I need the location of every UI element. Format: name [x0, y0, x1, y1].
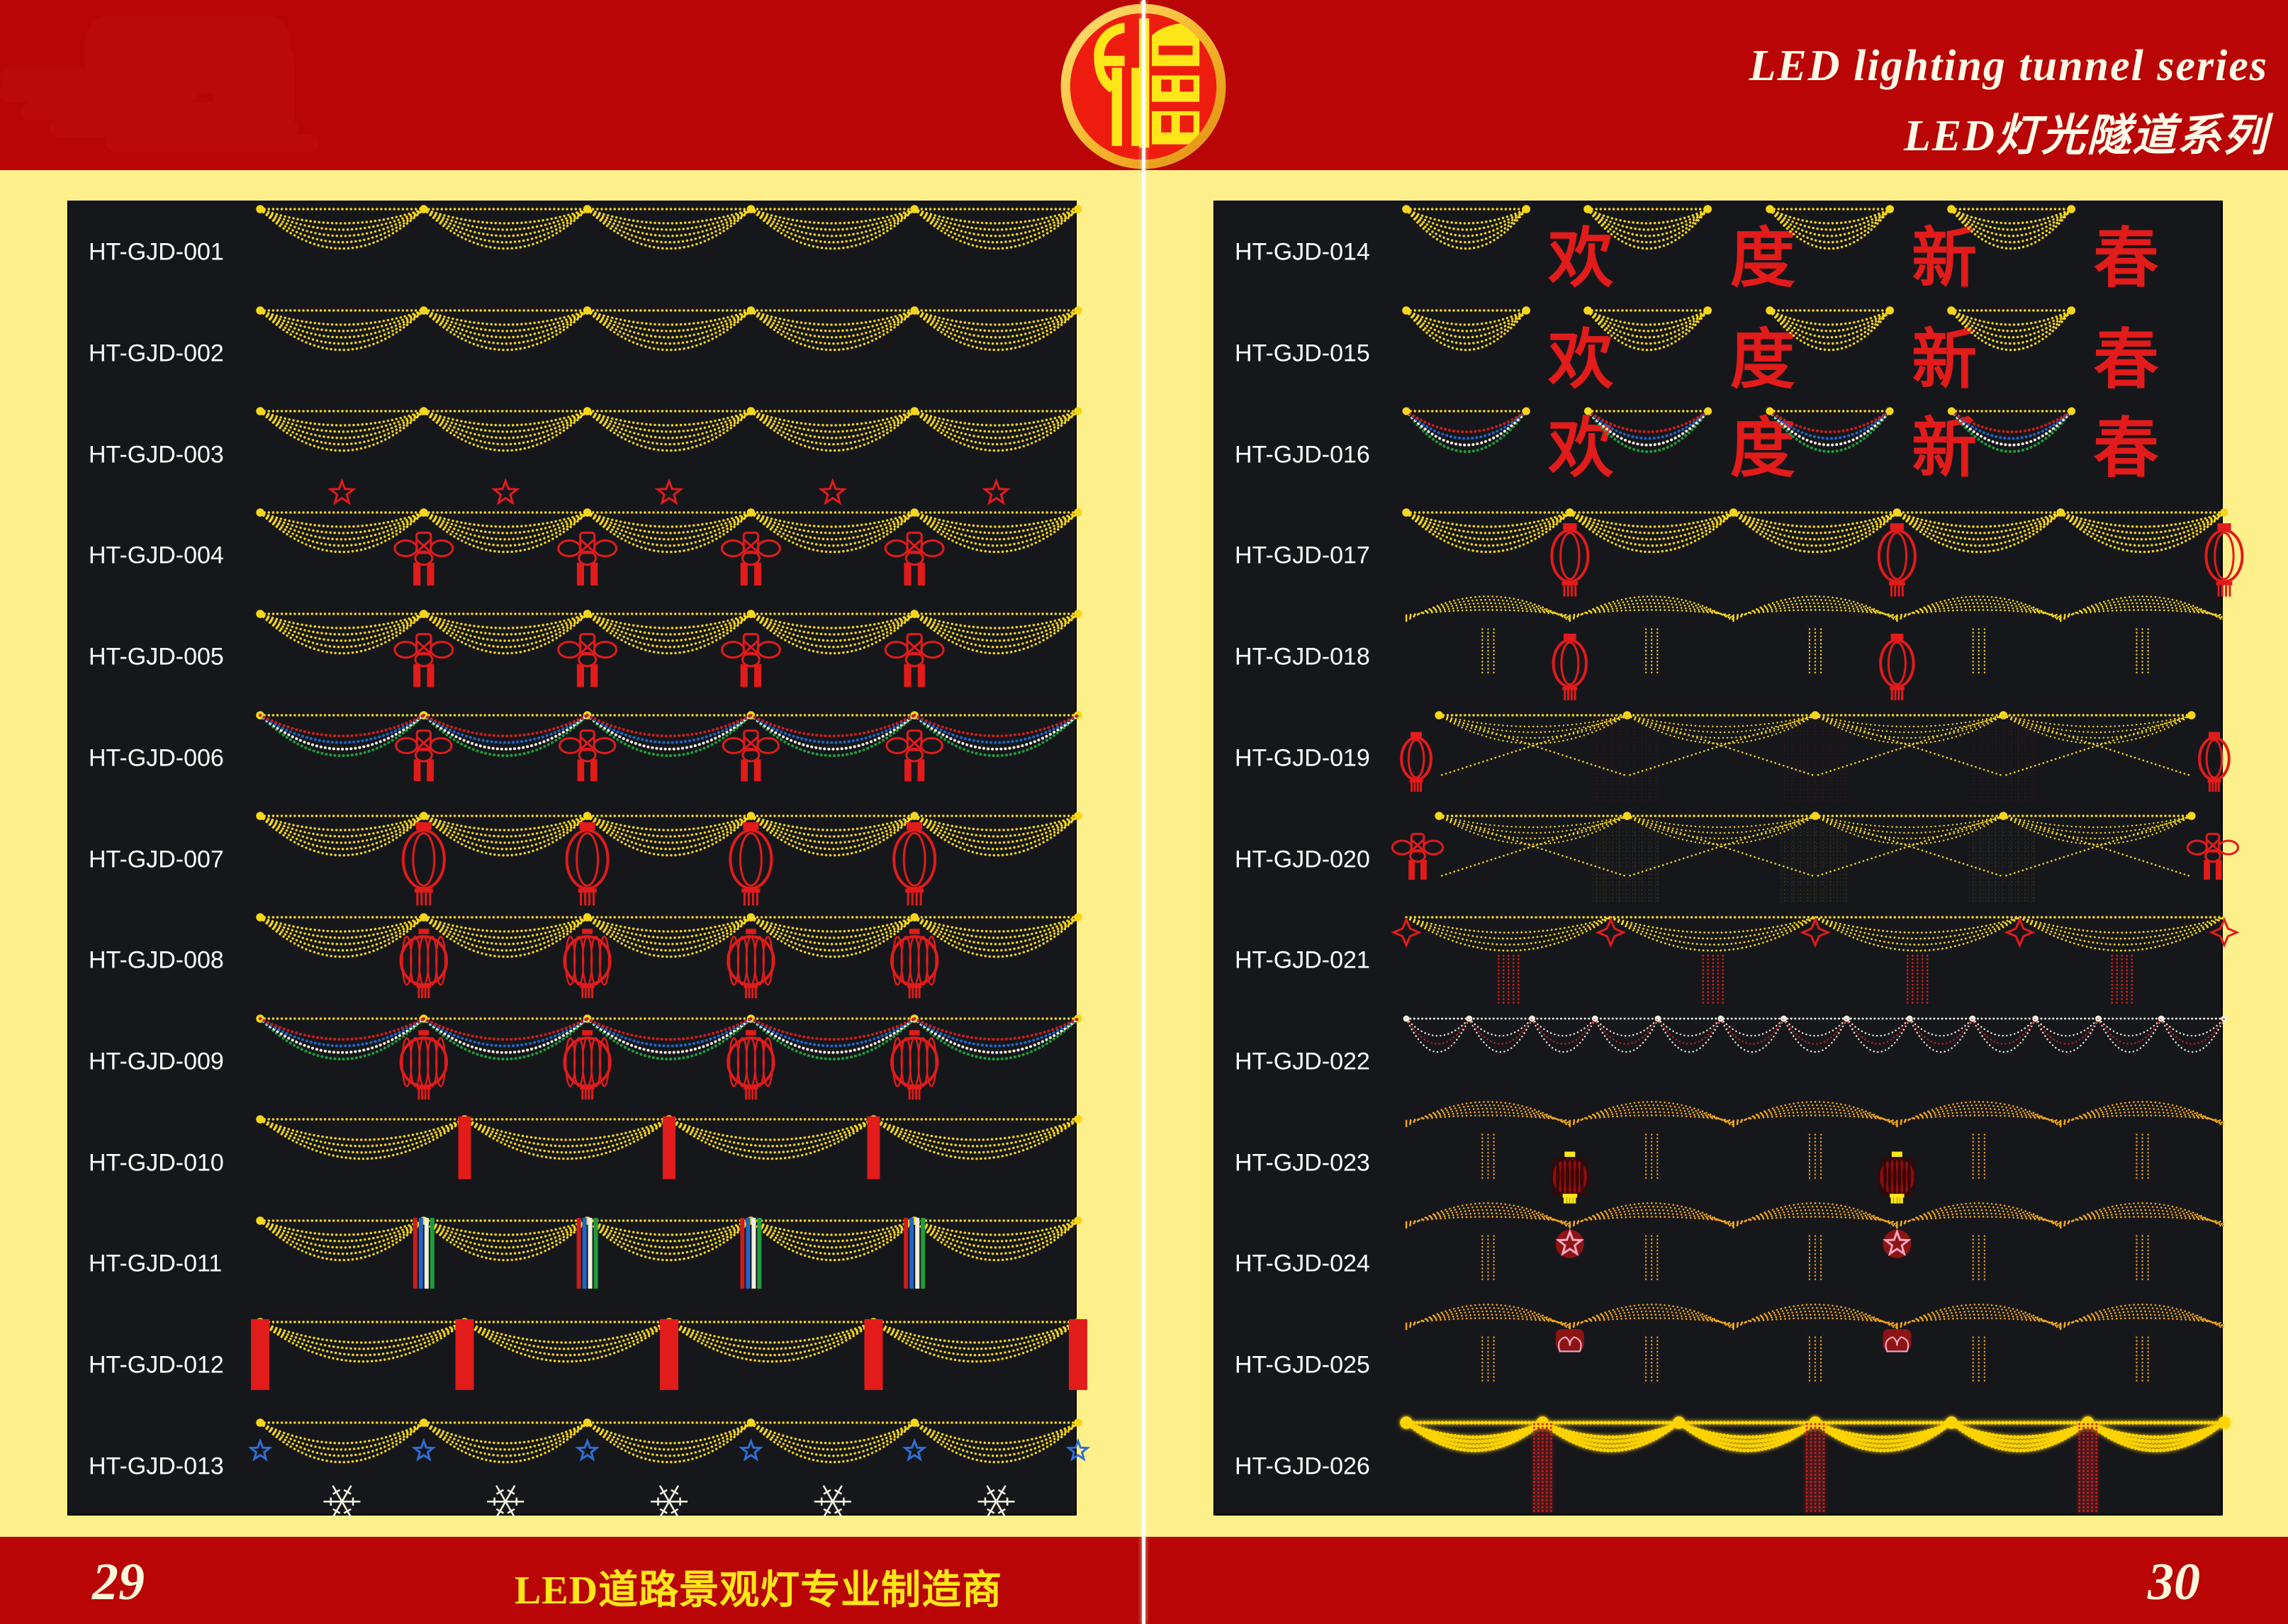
- svg-text:春: 春: [2093, 413, 2158, 486]
- svg-text:新: 新: [1912, 413, 1977, 486]
- svg-text:度: 度: [1730, 413, 1795, 486]
- svg-text:欢: 欢: [1547, 413, 1613, 486]
